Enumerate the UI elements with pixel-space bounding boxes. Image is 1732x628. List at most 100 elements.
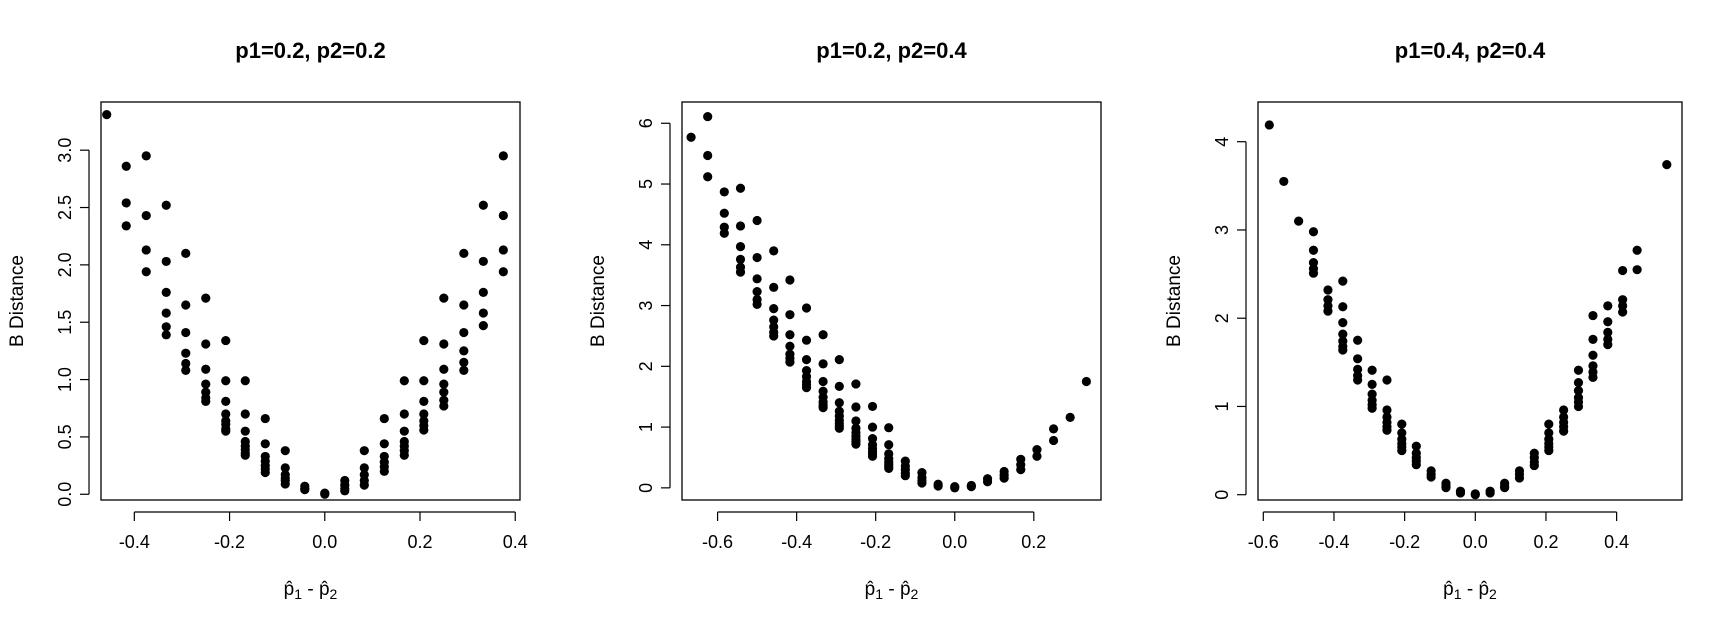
data-point: [1353, 354, 1363, 364]
data-point: [1338, 276, 1348, 286]
data-point: [240, 376, 250, 386]
y-tick-label: 2: [1212, 313, 1232, 323]
data-point: [1603, 327, 1613, 337]
data-point: [686, 132, 696, 142]
data-point: [1426, 472, 1436, 482]
x-axis: -0.4 -0.2 0.0 0.2 0.4: [119, 511, 528, 552]
y-tick-label: 6: [636, 118, 656, 128]
data-point: [867, 401, 878, 412]
data-point: [102, 110, 112, 120]
data-point: [1485, 488, 1495, 498]
data-point: [785, 330, 795, 340]
data-point: [240, 409, 250, 419]
data-point: [478, 287, 488, 297]
data-point: [439, 401, 449, 411]
data-point: [1294, 216, 1304, 226]
y-tick-label: 1: [636, 422, 656, 432]
data-point: [1308, 227, 1319, 237]
data-point: [966, 482, 976, 492]
data-point: [917, 478, 927, 488]
y-tick-label: 2.0: [55, 252, 75, 277]
data-point: [752, 215, 762, 226]
data-point: [1308, 245, 1319, 255]
data-point: [161, 256, 171, 267]
data-point: [769, 315, 779, 325]
data-point: [1559, 426, 1569, 436]
chart-panel-3: p1=0.4, p2=0.4 -0.6 -0.4 -0.2 0.0 0.2 0.4 0 1 2 3 4…: [1164, 38, 1683, 602]
data-point: [735, 242, 746, 252]
data-point: [419, 409, 429, 419]
data-point: [478, 256, 488, 267]
data-point: [719, 228, 729, 238]
y-tick-label: 0: [636, 483, 656, 493]
y-tick-label: 4: [636, 240, 656, 250]
x-tick-label: 0.4: [503, 532, 528, 552]
data-point: [181, 327, 191, 338]
data-point: [1500, 483, 1510, 493]
y-tick-label: 2: [636, 361, 656, 371]
data-point: [1544, 445, 1554, 456]
y-axis: 0 1 2 3 4 5 6: [636, 118, 671, 493]
data-point: [399, 450, 409, 460]
data-point: [141, 210, 151, 221]
data-point: [459, 357, 469, 367]
data-point: [1411, 460, 1421, 470]
data-point: [141, 245, 151, 255]
data-point: [950, 482, 960, 492]
y-tick-label: 5: [636, 179, 656, 189]
data-point: [1338, 302, 1348, 312]
data-point: [260, 467, 270, 478]
data-point: [1603, 317, 1613, 327]
data-point: [399, 426, 409, 436]
data-point: [1323, 285, 1333, 295]
data-point: [834, 355, 844, 365]
data-point: [785, 357, 795, 367]
data-point: [735, 221, 746, 231]
data-point: [1397, 445, 1407, 456]
data-point: [459, 327, 469, 338]
data-point: [121, 221, 131, 231]
data-point: [834, 398, 844, 408]
data-point: [1032, 444, 1042, 455]
data-point: [752, 252, 762, 263]
chart-panel-2: p1=0.2, p2=0.4 -0.6 -0.4 -0.2 0.0 0.2 0 1 2 3 4 5 6 B…: [588, 38, 1102, 602]
data-point: [769, 303, 779, 314]
data-point: [379, 413, 389, 424]
plot-frame: [100, 101, 521, 501]
data-point: [933, 481, 943, 491]
data-point: [1544, 419, 1554, 429]
data-point: [359, 463, 369, 473]
data-point: [1048, 424, 1059, 434]
data-point: [1382, 375, 1392, 385]
data-point: [240, 426, 250, 436]
data-point: [818, 403, 828, 413]
data-point: [703, 150, 713, 161]
data-point: [439, 364, 449, 374]
data-point: [419, 335, 429, 346]
y-axis-label: B Distance: [7, 255, 28, 347]
data-point: [459, 346, 469, 356]
y-tick-label: 0.0: [55, 482, 75, 507]
data-point: [221, 396, 231, 406]
y-axis-label: B Distance: [1164, 255, 1185, 347]
data-point: [1081, 376, 1091, 387]
data-point: [1279, 176, 1289, 187]
data-point: [801, 382, 812, 393]
data-point: [1382, 405, 1392, 415]
data-point: [1065, 412, 1075, 422]
data-point: [1588, 310, 1598, 321]
data-point: [735, 183, 746, 193]
data-point: [161, 330, 171, 340]
data-point: [735, 254, 746, 264]
data-point: [851, 416, 861, 426]
data-point: [221, 376, 231, 386]
data-point: [478, 200, 488, 210]
data-point: [1397, 419, 1407, 429]
data-point: [1382, 425, 1392, 435]
data-point: [221, 426, 231, 436]
data-point: [1367, 379, 1377, 389]
y-axis: 0 1 2 3 4: [1212, 137, 1247, 500]
data-point: [785, 341, 795, 351]
data-point: [181, 300, 191, 310]
